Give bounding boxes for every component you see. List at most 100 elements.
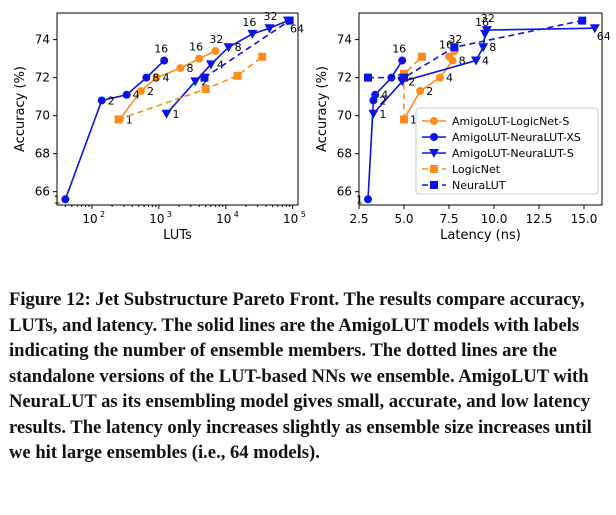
x-tick-label: 12.5	[526, 212, 553, 226]
data-point	[398, 56, 407, 65]
data-label: 4	[162, 72, 169, 85]
series-line	[165, 19, 289, 115]
x-tick-label: 10	[82, 212, 97, 226]
data-label: 4	[446, 72, 453, 85]
legend-label: AmigoLUT-NeuraLUT-S	[452, 147, 574, 160]
data-label: 16	[242, 16, 256, 29]
data-point	[478, 43, 489, 53]
y-tick-label: 70	[337, 109, 352, 123]
data-label: 64	[597, 30, 611, 43]
legend-marker	[430, 181, 438, 189]
series-neuralut	[200, 16, 294, 82]
legend-box	[415, 107, 599, 195]
plot-frame	[358, 12, 603, 206]
data-label: 4	[133, 89, 140, 102]
data-point	[258, 52, 267, 61]
x-tick-exponent: 3	[167, 210, 172, 219]
y-tick-label: 72	[337, 71, 352, 85]
data-label: 4	[217, 58, 224, 71]
data-label: 16	[189, 41, 203, 54]
data-label: 4	[482, 55, 489, 68]
data-label: 32	[481, 12, 495, 25]
data-label: 8	[459, 55, 466, 68]
x-tick-label: 10	[283, 212, 298, 226]
figure-caption-label: Figure 12:	[9, 289, 91, 310]
y-tick-label: 68	[35, 147, 50, 161]
data-point	[368, 109, 379, 119]
data-label: 16	[475, 16, 489, 29]
data-point	[114, 115, 123, 124]
data-point	[471, 56, 481, 66]
data-point	[205, 60, 216, 70]
legend-marker	[430, 117, 438, 125]
data-point	[211, 47, 220, 56]
data-point	[481, 26, 492, 36]
y-axis-label: Accuracy (%)	[315, 66, 330, 152]
data-label: 8	[152, 72, 159, 85]
data-label: 32	[448, 33, 462, 46]
data-label: 2	[408, 75, 415, 88]
x-tick-label: 15.0	[571, 212, 598, 226]
data-label: 4	[381, 89, 388, 102]
data-point	[152, 73, 161, 82]
data-point	[122, 90, 131, 99]
data-point	[223, 43, 234, 53]
data-label: 2	[108, 94, 115, 107]
data-point	[264, 24, 275, 34]
data-point	[578, 16, 587, 25]
data-point	[371, 90, 380, 99]
x-tick-exponent: 5	[301, 210, 306, 219]
data-label: 8	[186, 62, 193, 75]
data-point	[364, 195, 372, 204]
series-neuralut	[364, 16, 587, 82]
data-point	[201, 85, 210, 94]
data-point	[436, 73, 444, 82]
legend: AmigoLUT-LogicNet-S AmigoLUT-NeuraLUT-XS A…	[415, 107, 599, 195]
legend-marker	[430, 165, 438, 173]
data-point	[61, 195, 70, 204]
data-point	[195, 54, 204, 63]
y-tick-label: 68	[337, 147, 352, 161]
data-point	[161, 109, 172, 119]
data-label: 1	[356, 193, 363, 206]
plot-frame	[56, 12, 299, 206]
x-axis-label: LUTs	[163, 228, 192, 243]
series-line	[118, 56, 263, 121]
data-point	[400, 73, 408, 82]
figure-caption-text: Jet Substructure Pareto Front. The resul…	[9, 289, 592, 463]
data-label: 2	[147, 85, 154, 98]
legend-label: AmigoLUT-NeuraLUT-XS	[452, 131, 581, 144]
data-label: 8	[235, 41, 242, 54]
data-point	[142, 73, 151, 82]
data-point	[190, 77, 201, 87]
legend-marker	[429, 149, 439, 158]
data-label: 1	[379, 108, 386, 121]
data-label: 1	[126, 113, 133, 126]
x-tick-exponent: 2	[100, 210, 105, 219]
data-label: 1	[173, 108, 180, 121]
data-point	[176, 64, 185, 73]
data-label: 16	[392, 43, 406, 56]
data-point	[233, 71, 242, 80]
data-point	[418, 52, 426, 61]
series-line	[368, 19, 583, 79]
legend-label: LogicNet	[452, 163, 501, 176]
x-tick-label: 7.5	[439, 212, 458, 226]
data-point	[400, 115, 408, 124]
y-axis-label: Accuracy (%)	[13, 66, 28, 152]
data-label: 16	[154, 43, 168, 56]
series-line	[204, 19, 291, 79]
chart-2: 66 68 70 72 74 2.5 5.0 7.5 10.0 12.5 15.0 Latency (…	[315, 12, 611, 243]
x-tick-label: 10	[149, 212, 164, 226]
data-label: 2	[426, 85, 433, 98]
data-label: 32	[209, 33, 223, 46]
y-tick-label: 72	[35, 71, 50, 85]
data-point	[160, 56, 169, 65]
legend-label: AmigoLUT-LogicNet-S	[452, 115, 569, 128]
